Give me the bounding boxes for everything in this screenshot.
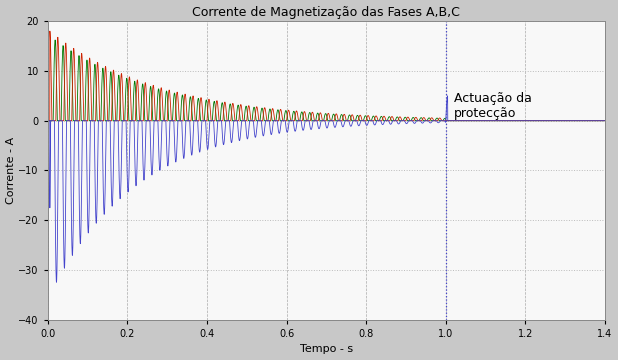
Title: Corrente de Magnetização das Fases A,B,C: Corrente de Magnetização das Fases A,B,C <box>192 5 460 19</box>
X-axis label: Tempo - s: Tempo - s <box>300 345 353 355</box>
Text: Actuação da
protecção: Actuação da protecção <box>454 92 531 120</box>
Y-axis label: Corrente - A: Corrente - A <box>6 137 15 204</box>
